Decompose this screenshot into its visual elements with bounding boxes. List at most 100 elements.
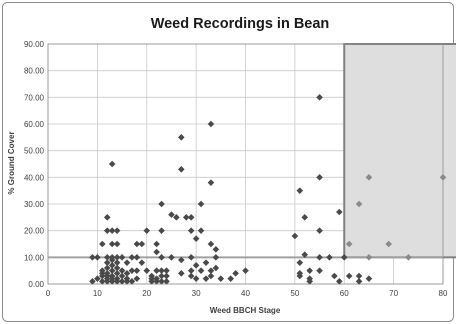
data-point (212, 264, 220, 272)
data-point (232, 270, 239, 277)
data-point (158, 227, 165, 234)
data-point (89, 278, 96, 285)
data-point (296, 187, 304, 194)
x-tick-label: 0 (46, 289, 51, 298)
data-point (207, 240, 215, 248)
data-point (178, 134, 185, 141)
data-point (123, 278, 131, 285)
data-point (103, 272, 111, 280)
x-tick-label: 10 (93, 289, 102, 298)
y-tick-label: 90.00 (24, 40, 45, 49)
data-point (94, 275, 101, 282)
data-point (158, 267, 165, 274)
data-point (197, 267, 205, 274)
data-point (103, 254, 111, 261)
data-point (355, 272, 363, 280)
data-point (99, 272, 106, 280)
data-point (296, 272, 304, 280)
x-tick-label: 70 (389, 289, 398, 298)
data-point (187, 227, 195, 234)
data-point (113, 270, 121, 277)
data-point (207, 272, 215, 280)
data-point (138, 259, 146, 266)
data-point (207, 267, 215, 274)
data-point (113, 278, 121, 285)
data-point (108, 227, 116, 234)
data-point (113, 259, 121, 266)
data-point (336, 208, 343, 216)
data-point (345, 272, 353, 280)
data-point (306, 278, 313, 285)
data-point (128, 278, 136, 285)
data-point (153, 240, 160, 248)
x-tick-label: 30 (192, 289, 201, 298)
data-point (187, 272, 195, 280)
data-point (178, 256, 185, 264)
data-point (123, 259, 131, 266)
data-point (192, 235, 200, 242)
data-point (133, 240, 141, 248)
data-point (212, 246, 220, 253)
data-point (182, 214, 190, 221)
y-tick-label: 0.00 (28, 280, 44, 289)
data-point (99, 240, 106, 248)
data-point (301, 251, 309, 258)
data-point (316, 174, 323, 181)
data-point (94, 254, 101, 261)
y-tick-label: 80.00 (24, 67, 45, 76)
data-point (118, 278, 126, 285)
plot-area: 0.00 10.00 20.00 30.00 40.00 50.00 60.00 70.00 8… (24, 40, 456, 298)
data-point (103, 264, 111, 272)
data-point (108, 267, 116, 274)
data-point (103, 259, 111, 266)
y-tick-label: 60.00 (24, 120, 45, 129)
data-point (108, 240, 116, 248)
data-point (326, 254, 333, 261)
data-point (158, 200, 165, 208)
y-axis-title: % Ground Cover (7, 131, 16, 194)
data-point (138, 240, 146, 248)
data-point (217, 275, 225, 282)
data-point (197, 200, 205, 208)
data-point (128, 254, 136, 261)
x-tick-label: 40 (241, 289, 250, 298)
data-point (158, 254, 165, 261)
data-point (108, 256, 116, 264)
data-point (336, 278, 343, 285)
data-point (153, 248, 160, 256)
data-point (227, 275, 234, 282)
x-tick-label: 50 (290, 289, 299, 298)
y-tick-label: 10.00 (24, 253, 45, 262)
chart-title: Weed Recordings in Bean (151, 16, 330, 32)
data-point (178, 166, 185, 173)
data-point (355, 278, 363, 285)
x-tick-label: 60 (340, 289, 349, 298)
data-point (89, 254, 96, 261)
data-point (331, 272, 338, 280)
data-point (202, 275, 210, 282)
data-point (365, 174, 373, 181)
data-point (316, 254, 323, 261)
data-point (212, 254, 220, 261)
x-tick-label: 20 (142, 289, 151, 298)
data-point (316, 94, 323, 101)
data-point (108, 262, 116, 269)
data-point (103, 227, 111, 234)
data-point (316, 267, 323, 274)
data-point (103, 214, 111, 221)
data-point (340, 254, 348, 261)
data-point (202, 259, 210, 266)
data-point (153, 267, 160, 274)
data-point (187, 214, 195, 221)
y-tick-label: 20.00 (24, 227, 45, 236)
data-point (192, 262, 200, 269)
data-point (118, 272, 126, 280)
data-point (242, 267, 249, 274)
data-point (301, 214, 309, 221)
data-point (158, 278, 165, 285)
data-point (173, 214, 180, 221)
data-point (187, 254, 195, 261)
data-point (365, 254, 373, 261)
